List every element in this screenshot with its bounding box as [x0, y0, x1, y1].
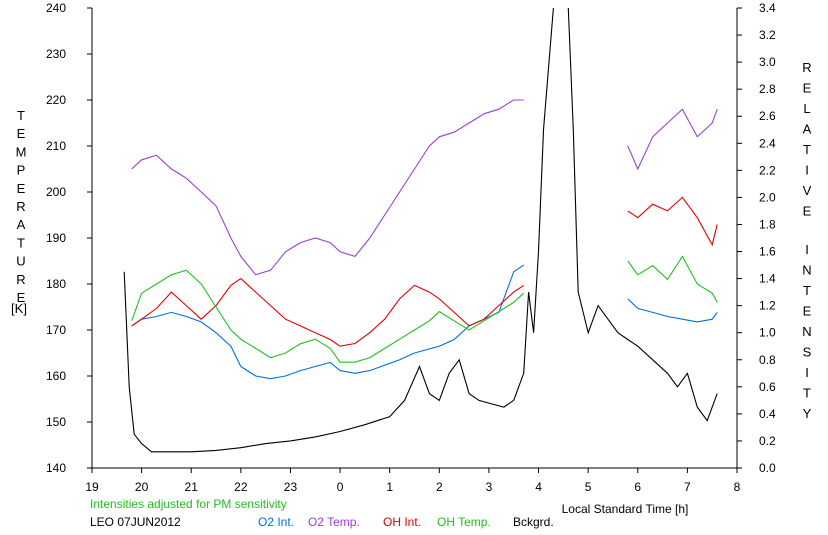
series-bckgrd	[123, 8, 554, 453]
left-title-letter: M	[16, 144, 27, 159]
x-tick-label: 6	[634, 480, 641, 494]
right-title-letter: T	[803, 142, 811, 157]
right-title-letter: I	[805, 163, 809, 178]
right-title-letter: E	[803, 81, 812, 96]
right-tick-label: 3.2	[759, 28, 776, 42]
left-title-letter: R	[16, 272, 25, 287]
x-tick-label: 20	[135, 480, 149, 494]
series-o2-int	[131, 264, 525, 380]
left-tick-label: 180	[46, 277, 66, 291]
right-tick-label: 3.4	[759, 1, 776, 15]
right-tick-label: 2.2	[759, 163, 776, 177]
right-tick-label: 3.0	[759, 55, 776, 69]
x-tick-label: 19	[85, 480, 99, 494]
legend-o2-int: O2 Int.	[258, 515, 294, 529]
right-title-letter: T	[803, 386, 811, 401]
series-o2-temp	[131, 99, 524, 276]
right-tick-label: 2.4	[759, 136, 776, 150]
right-title-letter: Y	[803, 406, 812, 421]
right-title-letter: I	[805, 365, 809, 380]
legend-oh-int: OH Int.	[383, 515, 421, 529]
series-oh-temp	[131, 269, 525, 363]
left-title-letter: E	[17, 290, 26, 305]
right-tick-label: 2.8	[759, 82, 776, 96]
left-tick-label: 210	[46, 139, 66, 153]
x-tick-label: 3	[486, 480, 493, 494]
pm-note: Intensities adjusted for PM sensitivity	[90, 497, 287, 511]
series-oh-int	[131, 277, 525, 347]
x-axis-title: Local Standard Time [h]	[562, 502, 689, 516]
x-tick-label: 22	[234, 480, 248, 494]
left-tick-label: 150	[46, 415, 66, 429]
x-tick-label: 8	[734, 480, 741, 494]
left-tick-label: 200	[46, 185, 66, 199]
right-tick-label: 1.8	[759, 217, 776, 231]
x-tick-label: 1	[386, 480, 393, 494]
left-title-letter: P	[17, 163, 26, 178]
right-tick-label: 0.6	[759, 380, 776, 394]
right-title-letter: S	[803, 345, 812, 360]
legend-bckgrd: Bckgrd.	[513, 515, 554, 529]
right-title-letter: N	[802, 324, 811, 339]
series-o2-int	[627, 298, 718, 323]
right-tick-label: 1.4	[759, 272, 776, 286]
left-title-letter: A	[17, 217, 26, 232]
x-tick-label: 0	[337, 480, 344, 494]
left-tick-label: 170	[46, 323, 66, 337]
right-title-letter: E	[803, 204, 812, 219]
right-tick-label: 1.6	[759, 245, 776, 259]
left-tick-label: 220	[46, 93, 66, 107]
right-tick-label: 0.4	[759, 407, 776, 421]
left-tick-label: 230	[46, 47, 66, 61]
right-tick-label: 2.6	[759, 109, 776, 123]
right-title-letter: L	[803, 101, 810, 116]
right-title-letter: I	[805, 242, 809, 257]
left-title-letter: U	[16, 254, 25, 269]
legend-o2-temp: O2 Temp.	[308, 515, 360, 529]
left-axis-unit: [K]	[11, 301, 27, 316]
x-tick-label: 7	[684, 480, 691, 494]
series-layer	[123, 8, 718, 453]
x-tick-label: 5	[585, 480, 592, 494]
x-tick-label: 2	[436, 480, 443, 494]
right-tick-label: 0.8	[759, 353, 776, 367]
left-title-letter: R	[16, 199, 25, 214]
series-oh-int	[627, 196, 718, 247]
right-title-letter: A	[803, 122, 812, 137]
left-tick-label: 240	[46, 1, 66, 15]
legend-oh-temp: OH Temp.	[437, 515, 491, 529]
x-tick-label: 21	[185, 480, 199, 494]
left-tick-label: 140	[46, 461, 66, 475]
right-title-letter: R	[802, 60, 811, 75]
left-tick-label: 160	[46, 369, 66, 383]
left-title-letter: E	[17, 126, 26, 141]
station-label: LEO 07JUN2012	[90, 515, 181, 529]
right-tick-label: 0.2	[759, 434, 776, 448]
right-title-letter: N	[802, 263, 811, 278]
x-tick-label: 4	[535, 480, 542, 494]
right-tick-label: 1.0	[759, 326, 776, 340]
right-tick-label: 2.0	[759, 190, 776, 204]
right-tick-label: 0.0	[759, 461, 776, 475]
left-title-letter: T	[17, 108, 25, 123]
right-title-letter: E	[803, 304, 812, 319]
axes-layer: 1401501601701801902002102202302400.00.20…	[46, 1, 776, 494]
left-title-letter: E	[17, 181, 26, 196]
left-title-letter: T	[17, 235, 25, 250]
right-title-letter: T	[803, 283, 811, 298]
series-oh-temp	[627, 255, 718, 303]
left-tick-label: 190	[46, 231, 66, 245]
x-tick-label: 23	[284, 480, 298, 494]
series-bckgrd	[567, 8, 718, 422]
series-o2-temp	[627, 108, 718, 171]
right-tick-label: 1.2	[759, 299, 776, 313]
right-title-letter: V	[803, 183, 812, 198]
